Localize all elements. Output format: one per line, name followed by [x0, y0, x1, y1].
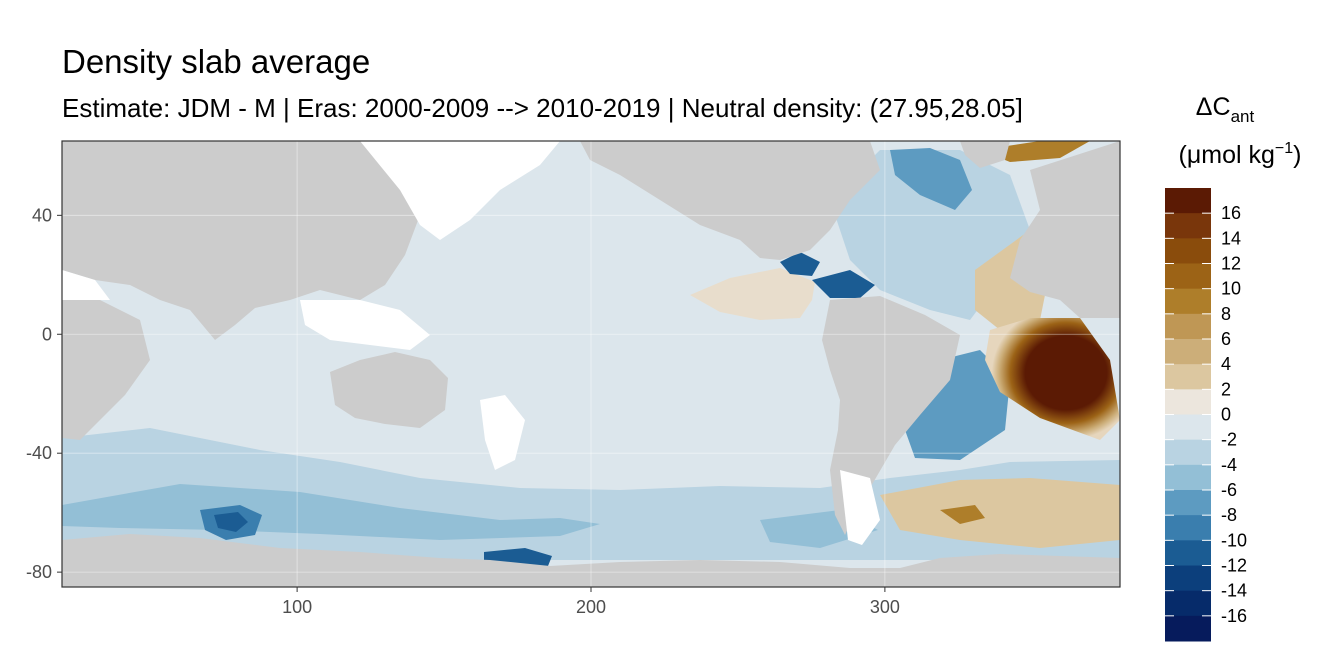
legend-swatch — [1165, 590, 1211, 617]
kerguelen-core — [214, 512, 248, 532]
legend-label: 8 — [1221, 304, 1231, 324]
legend-swatch — [1165, 339, 1211, 365]
legend-label: 4 — [1221, 354, 1231, 374]
legend-swatch — [1165, 540, 1211, 566]
north-america-land — [580, 141, 880, 260]
x-axis: 100 200 300 — [282, 587, 900, 617]
eurasia-west-land — [62, 141, 420, 340]
legend-label: 2 — [1221, 379, 1231, 399]
legend-swatch — [1165, 490, 1211, 516]
legend-swatch — [1165, 389, 1211, 415]
weddell-positive — [880, 478, 1120, 548]
y-tick-label: -40 — [26, 443, 52, 463]
legend-label: 10 — [1221, 279, 1241, 299]
y-tick-label: 0 — [42, 324, 52, 344]
legend-swatch — [1165, 188, 1211, 214]
color-legend: ΔCant (μmol kg−1) 16 14 12 10 8 6 4 2 0 -2 -4 -6 -8 -… — [1165, 93, 1301, 642]
x-tick-label: 100 — [282, 597, 312, 617]
legend-swatch — [1165, 565, 1211, 592]
legend-swatch — [1165, 263, 1211, 290]
no-data-patagonia — [840, 470, 880, 545]
africa-land — [62, 300, 150, 440]
antarctica-land — [62, 534, 1120, 587]
y-tick-label: 40 — [32, 205, 52, 225]
legend-labels: 16 14 12 10 8 6 4 2 0 -2 -4 -6 -8 -10 -12 -14 -16 — [1165, 203, 1247, 626]
grid-lines — [62, 141, 1120, 587]
legend-label: 12 — [1221, 254, 1241, 274]
legend-label: 6 — [1221, 329, 1231, 349]
chart-title: Density slab average — [62, 43, 371, 80]
land — [62, 141, 1120, 587]
west-atlantic-deep — [905, 350, 1010, 460]
legend-label: -4 — [1221, 455, 1237, 475]
legend-swatch — [1165, 439, 1211, 466]
legend-swatch — [1165, 515, 1211, 541]
no-data-regions — [62, 141, 880, 545]
no-data-new-zealand — [480, 395, 525, 470]
legend-label: -16 — [1221, 606, 1247, 626]
no-data-indonesia — [300, 300, 430, 350]
labrador-sea — [890, 148, 972, 210]
no-data-west-africa — [62, 270, 110, 300]
weddell-core — [940, 505, 985, 524]
legend-swatch — [1165, 364, 1211, 390]
legend-label: -10 — [1221, 530, 1247, 550]
legend-swatch — [1165, 313, 1211, 340]
southern-ocean-deep-band — [62, 484, 600, 540]
greenland-land — [960, 141, 1010, 168]
x-tick-label: 300 — [870, 597, 900, 617]
legend-label: 16 — [1221, 203, 1241, 223]
x-tick-label: 200 — [576, 597, 606, 617]
legend-label: 0 — [1221, 405, 1231, 425]
legend-swatch — [1165, 464, 1211, 491]
equatorial-east-pacific — [690, 268, 815, 320]
y-axis: 40 0 -40 -80 — [26, 205, 62, 582]
legend-label: -6 — [1221, 480, 1237, 500]
legend-swatch — [1165, 414, 1211, 441]
legend-title: ΔCant — [1196, 93, 1255, 126]
legend-label: -8 — [1221, 505, 1237, 525]
legend-swatch — [1165, 288, 1211, 315]
legend-unit: (μmol kg−1) — [1179, 140, 1302, 169]
legend-swatches — [1165, 188, 1211, 642]
legend-label: -14 — [1221, 581, 1247, 601]
legend-swatch — [1165, 213, 1211, 239]
caribbean-gulf — [780, 252, 875, 298]
legend-swatch — [1165, 615, 1211, 642]
gulf-of-guinea-anomaly — [985, 318, 1120, 440]
legend-swatch — [1165, 238, 1211, 264]
australia-land — [330, 352, 448, 428]
chart-subtitle: Estimate: JDM - M | Eras: 2000-2009 --> … — [62, 93, 1023, 123]
europe-africa-east-land — [1010, 141, 1120, 318]
legend-label: 14 — [1221, 228, 1241, 248]
legend-label: -12 — [1221, 556, 1247, 576]
y-tick-label: -80 — [26, 562, 52, 582]
map-panel — [62, 141, 1120, 587]
legend-label: -2 — [1221, 430, 1237, 450]
no-data-arctic — [360, 141, 560, 240]
